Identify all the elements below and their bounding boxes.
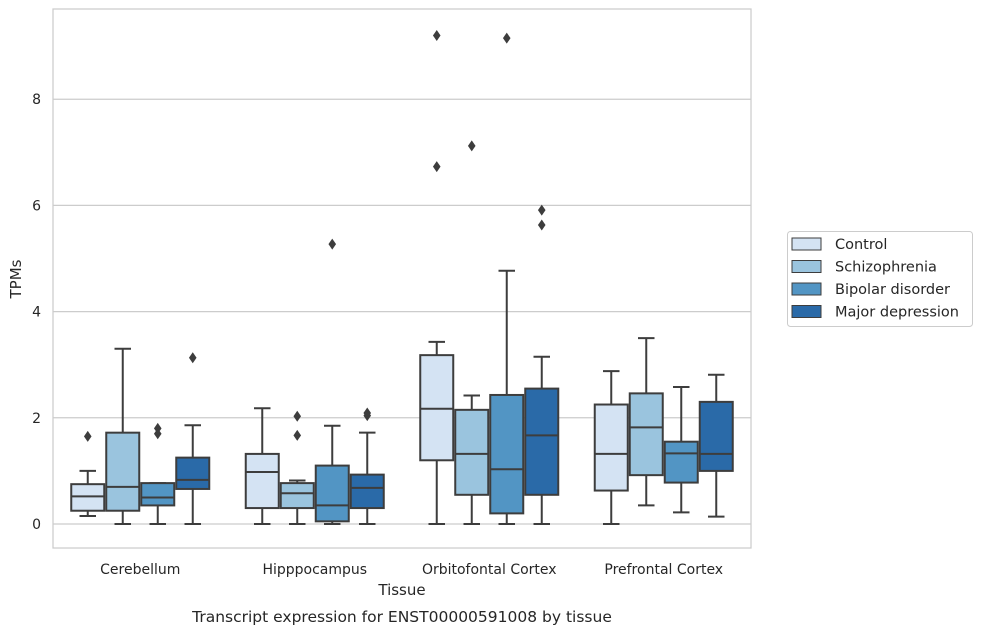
box-series — [70, 29, 734, 525]
legend-swatch — [791, 305, 822, 318]
outlier-point — [293, 429, 302, 441]
outlier-point — [83, 430, 92, 442]
y-axis-ticks: 0 2 4 6 8 — [32, 92, 41, 533]
legend-label: Major depression — [835, 305, 959, 321]
box-iqr — [349, 473, 385, 510]
x-tick-label: Prefrontal Cortex — [604, 562, 723, 578]
y-axis-label: TPMs — [7, 259, 25, 299]
box-iqr — [314, 464, 350, 523]
outlier-point — [467, 140, 476, 152]
outlier-point — [328, 238, 337, 250]
outlier-point — [188, 352, 197, 364]
x-tick-label: Cerebellum — [100, 562, 180, 578]
box-major-depression — [175, 352, 211, 525]
box-bipolar-disorder — [314, 238, 350, 525]
x-tick-label: Orbitofontal Cortex — [422, 562, 557, 578]
y-tick-label: 0 — [32, 517, 41, 533]
box-iqr — [140, 482, 176, 507]
box-iqr — [244, 452, 280, 510]
box-iqr — [524, 387, 560, 496]
y-tick-label: 2 — [32, 411, 41, 427]
outlier-point — [502, 32, 511, 44]
box-schizophrenia — [279, 410, 315, 525]
x-tick-label: Hipppocampus — [262, 562, 367, 578]
legend-swatch — [791, 237, 822, 251]
box-iqr — [698, 400, 734, 472]
box-iqr — [628, 392, 664, 477]
outlier-point — [432, 161, 441, 173]
plot-area-frame — [52, 8, 752, 549]
box-iqr — [663, 440, 699, 484]
legend-label: Control — [835, 237, 887, 253]
box-iqr — [454, 408, 490, 496]
box-bipolar-disorder — [489, 32, 525, 525]
y-tick-label: 4 — [32, 305, 41, 321]
outlier-point — [153, 422, 162, 434]
outlier-point — [293, 410, 302, 422]
box-iqr — [175, 456, 211, 490]
box-iqr — [593, 403, 629, 492]
box-iqr — [70, 483, 106, 512]
legend-swatch — [791, 282, 822, 296]
legend: Control Schizophrenia Bipolar disorder Majo… — [787, 231, 973, 327]
legend-label: Bipolar disorder — [835, 282, 950, 298]
legend-frame — [787, 231, 973, 327]
chart-caption: Transcript expression for ENST0000059100… — [191, 608, 612, 626]
box-control — [593, 370, 629, 525]
box-control — [244, 407, 280, 525]
box-schizophrenia — [628, 337, 664, 507]
box-major-depression — [698, 373, 734, 518]
box-bipolar-disorder — [663, 386, 699, 514]
outlier-point — [432, 29, 441, 41]
box-iqr — [105, 431, 141, 512]
box-control — [70, 430, 106, 518]
box-iqr — [419, 354, 455, 462]
legend-label: Schizophrenia — [835, 260, 937, 276]
x-axis-ticks: Cerebellum Hipppocampus Orbitofontal Corte… — [100, 562, 723, 578]
outlier-point — [363, 407, 372, 419]
outlier-point — [537, 204, 546, 216]
box-schizophrenia — [105, 347, 141, 525]
y-tick-label: 8 — [32, 92, 41, 108]
box-major-depression — [524, 204, 560, 525]
box-iqr — [279, 482, 315, 510]
box-schizophrenia — [454, 140, 490, 525]
x-axis-label: Tissue — [377, 581, 425, 599]
box-major-depression — [349, 407, 385, 525]
legend-swatch — [791, 260, 822, 273]
box-bipolar-disorder — [140, 422, 176, 525]
y-tick-label: 6 — [32, 198, 41, 214]
box-control — [419, 29, 455, 525]
box-iqr — [489, 393, 525, 515]
outlier-point — [537, 219, 546, 231]
